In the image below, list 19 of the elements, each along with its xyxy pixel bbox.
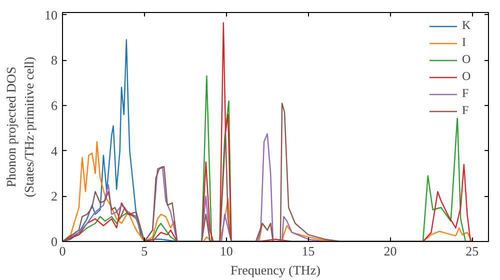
y-tick-label: 6	[51, 98, 58, 113]
legend-label: F	[462, 103, 470, 118]
legend-label: O	[462, 69, 472, 84]
x-tick-label: 10	[220, 244, 233, 258]
legend-label: O	[462, 52, 472, 67]
y-tick-label: 2	[51, 188, 58, 204]
x-tick-label: 5	[141, 244, 148, 258]
y-tick-label: 10	[44, 7, 58, 22]
x-tick-label: 15	[302, 244, 315, 258]
x-tick-label: 20	[384, 244, 397, 258]
x-tick-label: 25	[466, 244, 479, 258]
legend-label: I	[462, 35, 467, 50]
x-axis-title: Frequency (THz)	[230, 262, 320, 278]
legend-label: F	[462, 86, 470, 101]
y-tick-label: 8	[51, 52, 58, 68]
y-tick-label: 0	[51, 234, 58, 249]
y-tick-label: 4	[51, 143, 58, 158]
y-axis-title: Phonon projected DOS (States/THz·primitive cell)	[4, 56, 36, 198]
legend-label: K	[462, 18, 472, 33]
